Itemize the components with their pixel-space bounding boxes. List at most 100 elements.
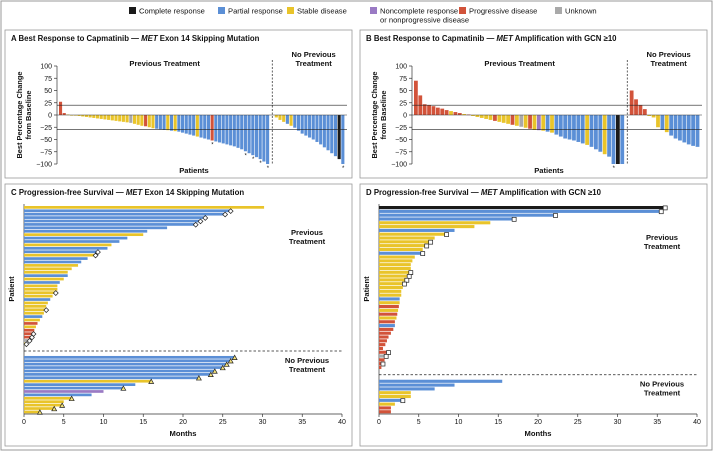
- x-axis-label: Patients: [534, 166, 564, 175]
- bar-partial: [251, 115, 255, 156]
- bar-partial: [254, 115, 259, 158]
- pfs-bar-stable: [24, 407, 55, 410]
- pfs-bar-noncomplete: [24, 390, 104, 393]
- censor-diamond: [197, 218, 204, 225]
- censor-square: [444, 232, 449, 237]
- pfs-bar-progressive: [24, 328, 35, 332]
- bar-stable: [77, 115, 81, 116]
- y-axis-label: from Baseline: [379, 91, 388, 140]
- bar-partial: [240, 115, 244, 150]
- censor-square: [424, 243, 430, 249]
- group-label-previous: Treatment: [644, 242, 681, 251]
- bar-progressive: [629, 90, 634, 115]
- legend-label-stable: Stable disease: [297, 7, 347, 16]
- bar-stable: [651, 115, 656, 118]
- panel-title-pre: Best Response to Capmatinib —: [374, 34, 497, 43]
- bar-stable: [125, 115, 129, 123]
- pfs-bar-progressive: [379, 358, 385, 362]
- bar-partial: [563, 115, 568, 139]
- pfs-bar-partial: [24, 362, 227, 366]
- censor-triangle: [51, 405, 58, 412]
- pfs-bar-progressive: [379, 320, 395, 324]
- pfs-bar-partial: [24, 376, 199, 380]
- panel-letter: A: [11, 34, 19, 43]
- censor-diamond: [52, 290, 59, 296]
- pfs-bar-partial: [379, 213, 556, 217]
- group-label-previous: Treatment: [289, 237, 326, 246]
- pfs-bar-partial: [24, 393, 92, 397]
- y-tick-label: 25: [44, 100, 52, 107]
- bar-partial: [217, 115, 222, 143]
- bar-partial: [580, 115, 585, 144]
- panel-C: C Progression-free Survival — MET Exon 1…: [4, 183, 353, 447]
- bar-stable: [173, 115, 177, 132]
- bar-stable: [95, 115, 100, 119]
- bar-partial: [247, 115, 251, 154]
- pfs-bar-stable: [24, 305, 47, 308]
- pfs-bar-stable: [24, 301, 48, 305]
- pfs-bar-partial: [379, 387, 435, 391]
- bar-progressive: [444, 110, 449, 115]
- censor-diamond: [192, 221, 199, 228]
- legend: Complete response Partial response Stable …: [129, 7, 597, 25]
- bar-partial: [682, 115, 687, 143]
- group-label-previous: Previous: [291, 228, 323, 237]
- pfs-bar-unknown: [24, 339, 30, 342]
- bar-partial: [169, 115, 174, 131]
- censor-triangle: [148, 378, 155, 384]
- bar-stable: [92, 115, 96, 118]
- censor-diamond: [222, 211, 229, 218]
- x-tick-label: 30: [259, 419, 267, 426]
- pfs-bar-partial: [24, 209, 231, 213]
- group-label-previous: Previous: [646, 233, 678, 242]
- bar-partial: [300, 115, 304, 134]
- pfs-bar-stable: [24, 277, 64, 281]
- y-axis-label: Patient: [7, 276, 16, 302]
- panel-title: D Progression-free Survival — MET Amplif…: [366, 188, 602, 197]
- censor-triangle: [211, 368, 218, 374]
- bar-partial: [669, 115, 674, 136]
- pfs-bar-partial: [24, 246, 108, 250]
- bar-partial: [572, 115, 576, 141]
- pfs-bar-progressive: [379, 331, 391, 335]
- bar-progressive: [440, 108, 445, 115]
- bar-partial: [322, 115, 326, 148]
- pfs-bar-partial: [379, 209, 662, 213]
- bar-stable: [132, 115, 137, 124]
- legend-swatch-unknown: [555, 7, 562, 14]
- bar-partial: [678, 115, 682, 141]
- pfs-bar-stable: [24, 267, 72, 271]
- pfs-bar-partial: [24, 274, 68, 277]
- censor-diamond: [23, 341, 30, 348]
- bar-stable: [541, 115, 546, 131]
- x-axis-label: Months: [170, 429, 197, 438]
- pfs-bar-stable: [379, 274, 410, 278]
- pfs-bar-progressive: [24, 322, 38, 325]
- bar-stable: [506, 115, 510, 124]
- legend-swatch-stable: [287, 7, 294, 14]
- bar-progressive: [457, 113, 462, 115]
- pfs-bar-stable: [379, 263, 411, 267]
- bar-progressive: [59, 101, 63, 115]
- x-tick-label: 15: [494, 419, 502, 426]
- y-tick-label: 75: [44, 76, 52, 83]
- pfs-bar-progressive: [379, 346, 383, 350]
- censor-triangle: [68, 395, 75, 401]
- panel-title-em: MET: [126, 188, 144, 197]
- panel-title: B Best Response to Capmatinib — MET Ampl…: [366, 34, 617, 43]
- bar-stable: [479, 115, 484, 118]
- bar-partial: [232, 115, 236, 147]
- x-tick-label: 15: [139, 419, 147, 426]
- legend-label-noncomplete: or nonprogressive disease: [380, 16, 469, 25]
- bar-partial: [199, 115, 203, 138]
- bar-partial: [285, 115, 289, 124]
- bar-partial: [554, 115, 559, 135]
- bar-partial: [545, 115, 550, 132]
- bar-stable: [136, 115, 140, 125]
- x-tick-label: 10: [100, 419, 108, 426]
- x-tick-label: 25: [219, 419, 227, 426]
- bar-stable: [278, 115, 282, 120]
- legend-label-noncomplete: Noncomplete response: [380, 7, 458, 16]
- pfs-bar-stable: [379, 266, 411, 271]
- censor-square: [386, 350, 391, 355]
